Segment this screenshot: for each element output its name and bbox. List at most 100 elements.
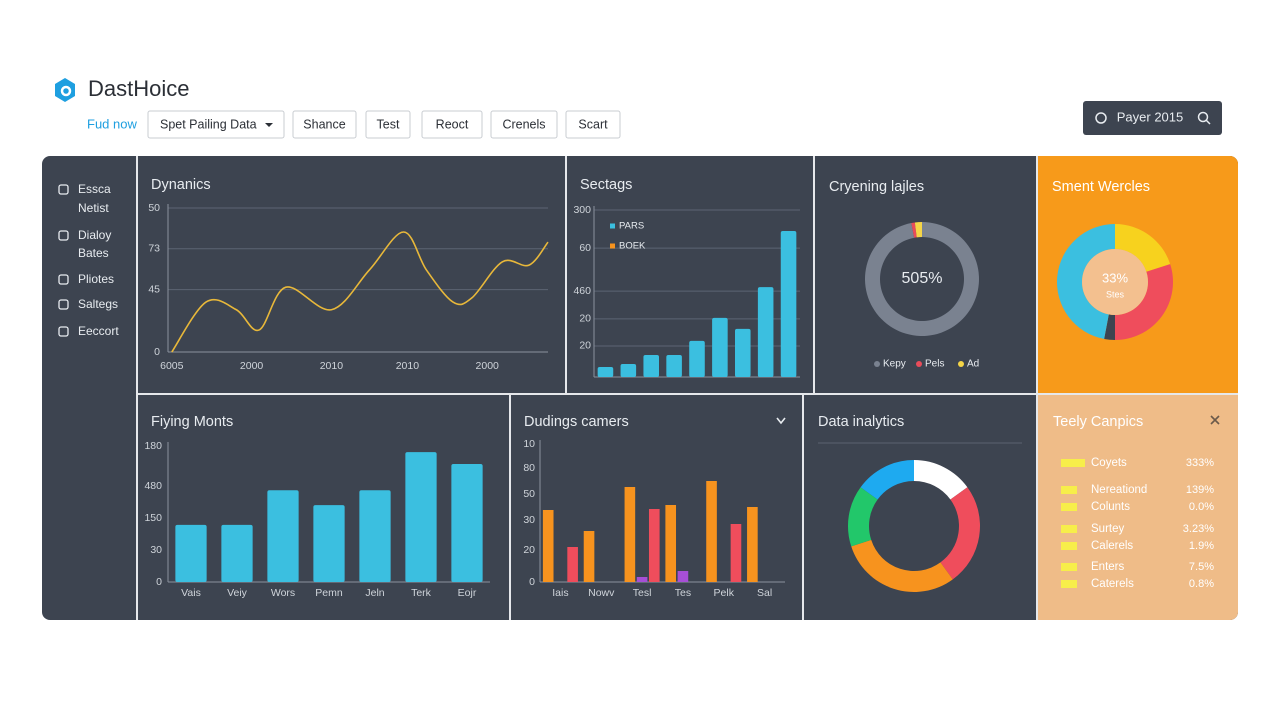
legend-label: PARS [619, 221, 644, 232]
row-value: 0.8% [1189, 578, 1214, 590]
row-swatch [1061, 580, 1077, 588]
row-label: Nereationd [1091, 484, 1147, 496]
y-tick-label: 60 [579, 242, 591, 254]
bar [267, 490, 299, 582]
bar [405, 452, 437, 582]
y-tick-label: 20 [579, 313, 591, 325]
bar [706, 481, 717, 582]
pie-slice [1104, 314, 1115, 340]
chart-title: Sment Wercles [1052, 179, 1150, 195]
nav-button[interactable] [565, 110, 621, 139]
legend-label: Ad [967, 359, 979, 370]
bar [666, 354, 682, 377]
bar [734, 328, 751, 377]
x-tick-label: Pemn [315, 587, 343, 599]
nav-button[interactable] [421, 110, 483, 139]
bar [221, 524, 253, 582]
chart-title: Data inalytics [818, 414, 904, 430]
nav-button-label[interactable]: Scart [578, 117, 608, 131]
x-tick-label: Pelk [714, 587, 735, 599]
x-tick-label: Eojr [458, 587, 477, 599]
bar [583, 531, 595, 582]
sidebar-item[interactable]: Eeccort [78, 324, 119, 338]
bar [730, 524, 742, 582]
chart-title: Dudings camers [524, 414, 629, 430]
x-tick-label: Jeln [365, 587, 384, 599]
nav-button-label[interactable]: Crenels [502, 117, 545, 131]
sidebar-item[interactable]: Essca [78, 182, 111, 196]
y-tick-label: 45 [148, 283, 160, 295]
nav-button[interactable] [490, 110, 558, 139]
bar [597, 366, 614, 377]
row-value: 333% [1186, 457, 1214, 469]
y-tick-label: 0 [154, 346, 160, 358]
line-series [171, 231, 549, 353]
bar [648, 509, 660, 582]
sidebar-item[interactable]: Bates [78, 246, 109, 260]
chevron-icon[interactable] [776, 417, 786, 425]
nav-button-label[interactable]: Reoct [436, 117, 469, 131]
logo-icon-mark [60, 85, 72, 97]
pie-slice [1057, 224, 1115, 339]
sidebar-item[interactable]: Saltegs [78, 297, 118, 311]
close-icon[interactable] [1210, 415, 1220, 425]
nav-button-label[interactable]: Test [377, 117, 400, 131]
pie-slice [911, 222, 917, 238]
pie-center [1082, 249, 1148, 315]
chart-title: Cryening lajles [829, 179, 924, 195]
legend-label: BOEK [619, 241, 646, 252]
nav-button[interactable] [292, 110, 357, 139]
x-tick-label: Vais [181, 587, 201, 599]
legend-label: Kepy [883, 359, 906, 370]
center-label: 505% [902, 270, 943, 287]
y-tick-label: 480 [144, 480, 162, 492]
pie-slice [914, 460, 968, 500]
y-tick-label: 30 [523, 514, 535, 526]
nav-link[interactable]: Fud now [87, 116, 137, 131]
row-label: Coyets [1091, 457, 1127, 469]
center-sublabel: Stes [1106, 289, 1125, 299]
y-tick-label: 300 [573, 204, 591, 216]
row-value: 139% [1186, 484, 1214, 496]
dropdown-caret [265, 123, 273, 127]
sidebar-icon [58, 299, 69, 310]
nav-button-label[interactable]: Shance [303, 117, 345, 131]
y-tick-label: 20 [579, 340, 591, 352]
row-swatch [1061, 525, 1077, 533]
legend-label: Pels [925, 359, 944, 370]
panel-dividers [136, 156, 1238, 620]
x-tick-label: 6005 [160, 360, 184, 372]
legend-dot [874, 361, 880, 367]
bar [636, 577, 648, 582]
sidebar-icon [58, 184, 69, 195]
bar [689, 340, 705, 377]
bar [542, 510, 554, 582]
pie-slice [847, 487, 878, 547]
bar [712, 317, 728, 377]
row-swatch [1061, 486, 1077, 494]
logo-icon [55, 78, 75, 102]
search-icon[interactable] [1197, 111, 1209, 123]
y-tick-label: 30 [150, 544, 162, 556]
nav-button[interactable] [365, 110, 411, 139]
x-tick-label: 2010 [320, 360, 344, 372]
center-label: 33% [1102, 270, 1128, 285]
y-tick-label: 0 [156, 576, 162, 588]
pie-slice [1115, 264, 1173, 340]
x-tick-label: 2000 [240, 360, 264, 372]
y-tick-label: 180 [144, 440, 162, 452]
sidebar-icon [58, 274, 69, 285]
search-box[interactable] [1083, 101, 1222, 135]
nav-button[interactable] [147, 110, 285, 139]
search-icon-handle [1205, 119, 1211, 125]
x-tick-label: Tes [675, 587, 691, 599]
row-value: 3.23% [1183, 523, 1214, 535]
pie-slice [851, 539, 953, 593]
sidebar-item[interactable]: Netist [78, 201, 109, 215]
y-tick-label: 73 [148, 243, 160, 255]
sidebar-item[interactable]: Dialoy [78, 228, 111, 242]
nav-button-label[interactable]: Spet Pailing Data [160, 117, 257, 131]
search-text: Payer 2015 [1117, 109, 1184, 124]
sidebar-item[interactable]: Pliotes [78, 272, 114, 286]
